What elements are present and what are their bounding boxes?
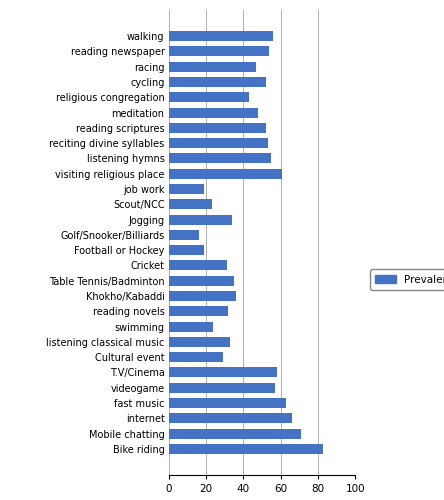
Bar [169,168,282,178]
Bar [169,352,223,362]
Bar [169,138,268,148]
Bar [169,46,270,56]
Bar [169,31,273,41]
Bar [169,123,266,133]
Bar [169,276,234,285]
Bar [169,200,212,209]
Bar [169,184,204,194]
Bar [169,306,228,316]
Bar [169,230,198,240]
Bar [169,322,214,332]
Bar [169,62,256,72]
Bar [169,214,232,224]
Bar [169,383,275,392]
Bar [169,260,226,270]
Bar [169,368,277,378]
Bar [169,398,286,408]
Bar [169,444,324,454]
Bar [169,428,301,438]
Legend: Prevalence (%): Prevalence (%) [370,270,444,290]
Bar [169,291,236,301]
Bar [169,245,204,255]
Bar [169,337,230,347]
Bar [169,108,258,118]
Bar [169,92,249,102]
Bar [169,77,266,87]
Bar [169,154,271,164]
Bar [169,414,292,424]
